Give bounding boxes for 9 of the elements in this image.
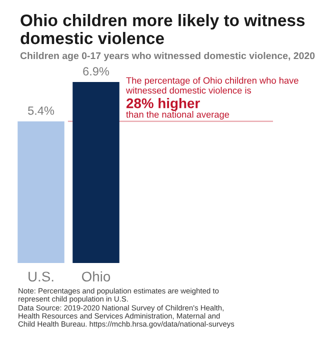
x-tick-label: U.S. xyxy=(28,272,54,282)
x-tick-label: Ohio xyxy=(82,271,110,282)
text: 28% higher xyxy=(126,98,200,112)
text: Children age 0-17 years who witnessed domestic violence, 2020 xyxy=(20,52,315,62)
data-label: 6.9% xyxy=(83,67,110,76)
text: The percentage of Ohio children who have witnessed domestic violence is xyxy=(126,77,298,94)
text: than the national average xyxy=(126,111,230,120)
text: Ohio children more likely to witness domestic violence xyxy=(20,14,305,44)
data-label: 5.4% xyxy=(28,106,54,115)
